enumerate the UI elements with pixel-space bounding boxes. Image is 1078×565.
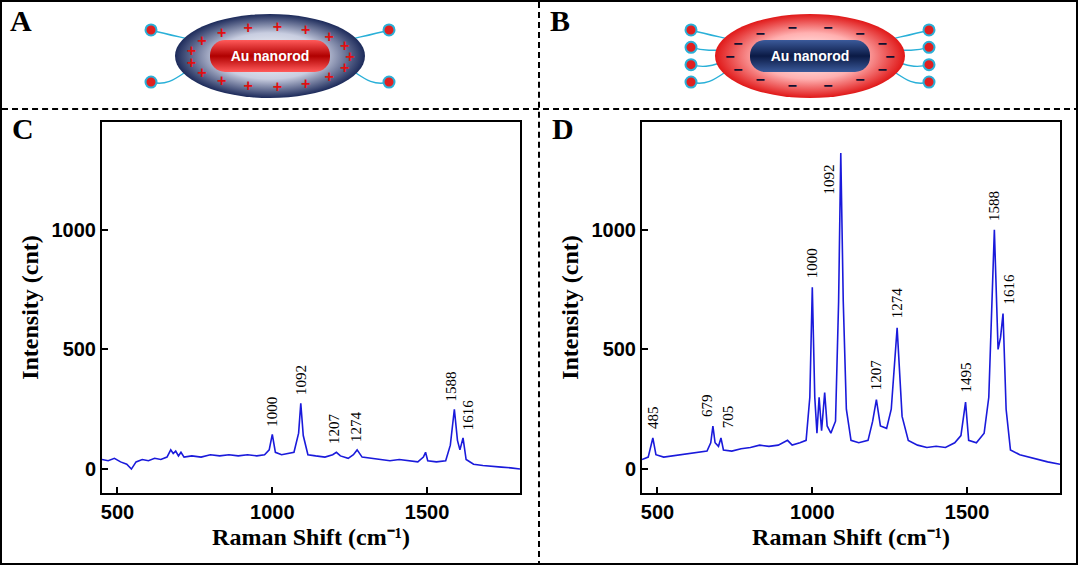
svg-text:−: − (788, 77, 797, 94)
svg-text:+: + (243, 19, 252, 36)
svg-text:1207: 1207 (326, 414, 342, 445)
svg-text:+: + (197, 64, 206, 81)
svg-text:+: + (187, 42, 196, 59)
svg-text:1000: 1000 (592, 219, 637, 241)
svg-text:485: 485 (645, 407, 661, 430)
svg-text:500: 500 (63, 338, 96, 360)
svg-text:+: + (217, 72, 226, 89)
svg-text:+: + (301, 21, 310, 38)
html-text:B: B (550, 4, 570, 37)
svg-text:Intensity (cnt): Intensity (cnt) (557, 235, 583, 380)
svg-text:−: − (823, 19, 832, 36)
svg-text:500: 500 (603, 338, 636, 360)
svg-text:+: + (273, 18, 282, 35)
svg-text:1274: 1274 (348, 411, 364, 442)
svg-text:−: − (877, 35, 886, 52)
svg-text:+: + (340, 59, 349, 76)
svg-text:1092: 1092 (821, 165, 837, 195)
svg-text:1616: 1616 (1001, 274, 1017, 305)
svg-text:+: + (273, 78, 282, 95)
svg-text:1092: 1092 (293, 365, 309, 395)
svg-text:−: − (823, 77, 832, 94)
svg-text:+: + (301, 75, 310, 92)
svg-text:500: 500 (101, 501, 134, 523)
svg-text:679: 679 (699, 394, 715, 417)
svg-text:1000: 1000 (264, 397, 280, 427)
svg-text:+: + (340, 37, 349, 54)
svg-text:500: 500 (641, 501, 674, 523)
svg-text:705: 705 (720, 406, 736, 429)
svg-text:+: + (197, 32, 206, 49)
svg-text:1000: 1000 (52, 219, 97, 241)
svg-text:0: 0 (85, 458, 96, 480)
svg-text:1000: 1000 (250, 501, 295, 523)
svg-text:1495: 1495 (958, 362, 974, 392)
svg-text:−: − (877, 61, 886, 78)
svg-text:−: − (755, 25, 764, 42)
svg-text:−: − (855, 25, 864, 42)
svg-text:−: − (855, 71, 864, 88)
svg-text:−: − (788, 19, 797, 36)
svg-text:+: + (217, 24, 226, 41)
svg-text:Raman Shift (cm⁻¹): Raman Shift (cm⁻¹) (752, 524, 950, 550)
svg-text:+: + (324, 68, 333, 85)
svg-text:1588: 1588 (443, 372, 459, 402)
svg-text:1207: 1207 (868, 360, 884, 391)
svg-text:Intensity (cnt): Intensity (cnt) (17, 235, 43, 380)
svg-text:Au nanorod: Au nanorod (231, 48, 310, 64)
svg-text:0: 0 (625, 458, 636, 480)
svg-text:Raman Shift (cm⁻¹): Raman Shift (cm⁻¹) (212, 524, 410, 550)
html-text:C: C (12, 112, 34, 145)
svg-text:1274: 1274 (889, 288, 905, 319)
svg-text:−: − (733, 35, 742, 52)
svg-text:1500: 1500 (405, 501, 450, 523)
svg-text:1500: 1500 (945, 501, 990, 523)
svg-text:1616: 1616 (460, 400, 476, 431)
html-text:D: D (552, 112, 574, 145)
svg-text:+: + (324, 28, 333, 45)
svg-text:Au nanorod: Au nanorod (771, 48, 850, 64)
svg-text:1000: 1000 (804, 248, 820, 278)
html-text:A: A (10, 4, 32, 37)
svg-text:−: − (755, 71, 764, 88)
svg-text:+: + (243, 77, 252, 94)
svg-text:1588: 1588 (986, 191, 1002, 221)
svg-text:1000: 1000 (790, 501, 835, 523)
